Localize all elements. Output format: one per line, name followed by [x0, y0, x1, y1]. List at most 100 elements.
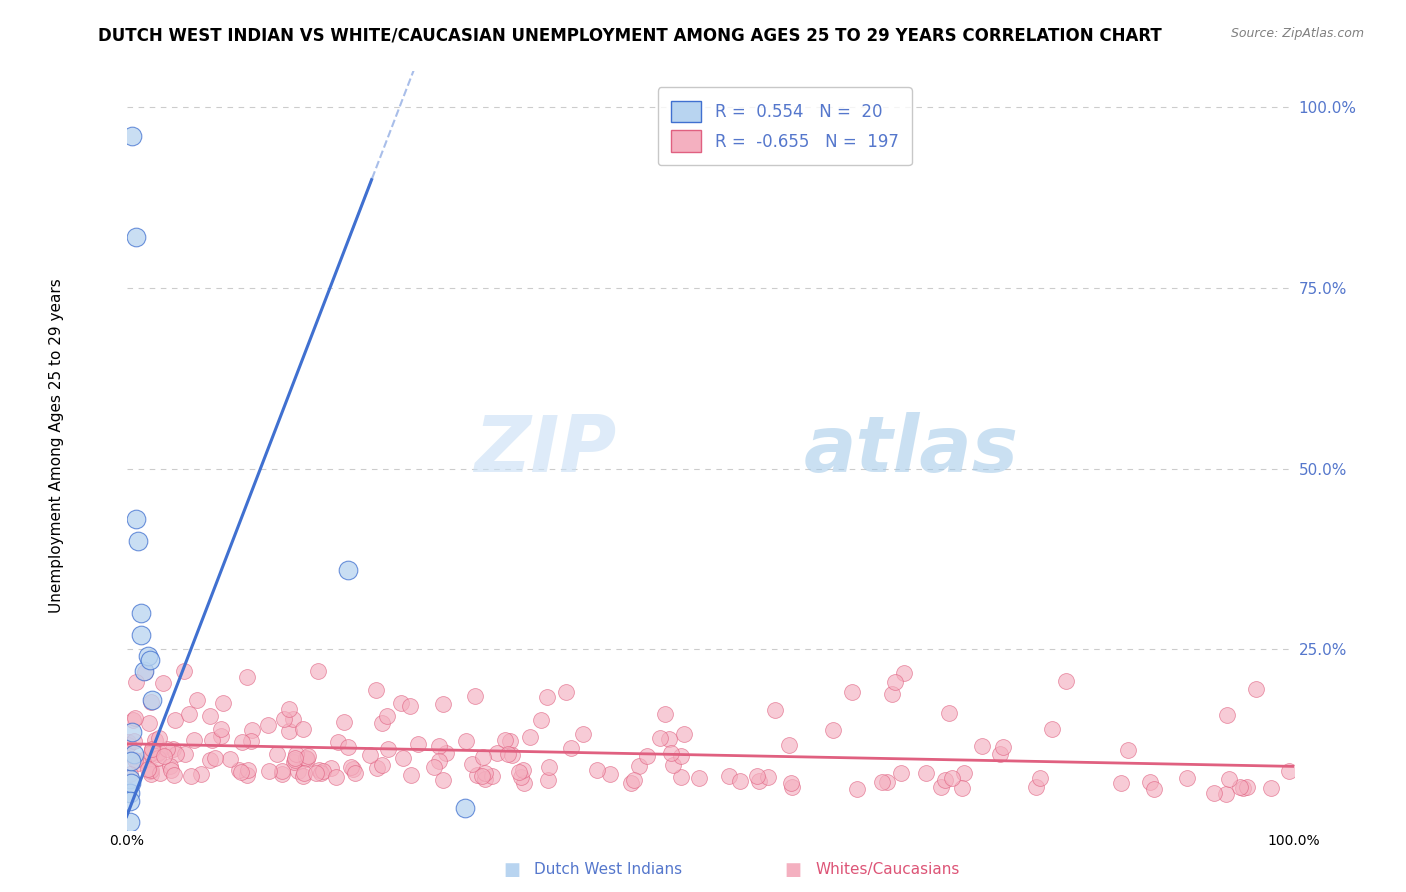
Text: ZIP: ZIP	[474, 412, 617, 489]
Point	[366, 761, 388, 775]
Point	[914, 765, 936, 780]
Point	[148, 731, 170, 745]
Point	[628, 759, 651, 773]
Point	[530, 713, 553, 727]
Point	[1216, 707, 1239, 722]
Point	[141, 692, 163, 706]
Point	[312, 764, 335, 778]
Point	[240, 733, 263, 747]
Legend: R =  0.554   N =  20, R =  -0.655   N =  197: R = 0.554 N = 20, R = -0.655 N = 197	[658, 87, 911, 165]
Point	[204, 750, 226, 764]
Point	[240, 723, 263, 738]
Point	[118, 787, 141, 801]
Point	[159, 759, 181, 773]
Point	[636, 748, 658, 763]
Point	[1139, 775, 1161, 789]
Point	[200, 732, 222, 747]
Point	[481, 769, 503, 783]
Point	[364, 683, 387, 698]
Point	[1236, 780, 1258, 794]
Point	[136, 649, 159, 664]
Point	[519, 731, 541, 745]
Point	[494, 733, 516, 747]
Point	[284, 747, 307, 761]
Point	[1116, 742, 1139, 756]
Point	[671, 771, 693, 785]
Point	[257, 764, 280, 778]
Point	[970, 739, 993, 753]
Point	[882, 687, 904, 701]
Point	[311, 766, 333, 780]
Point	[122, 733, 145, 747]
Point	[136, 762, 159, 776]
Point	[780, 780, 803, 794]
Point	[512, 764, 534, 778]
Point	[991, 740, 1014, 755]
Point	[125, 230, 148, 244]
Point	[332, 714, 354, 729]
Point	[344, 766, 367, 780]
Point	[1143, 781, 1166, 796]
Point	[375, 708, 398, 723]
Point	[139, 746, 162, 760]
Point	[149, 766, 172, 780]
Point	[117, 739, 139, 753]
Point	[139, 767, 162, 781]
Point	[648, 731, 671, 745]
Point	[281, 712, 304, 726]
Point	[118, 767, 141, 781]
Point	[183, 733, 205, 747]
Point	[326, 735, 349, 749]
Text: Unemployment Among Ages 25 to 29 years: Unemployment Among Ages 25 to 29 years	[49, 278, 63, 614]
Point	[890, 766, 912, 780]
Point	[295, 751, 318, 765]
Point	[270, 764, 292, 779]
Point	[127, 756, 149, 771]
Point	[117, 735, 139, 749]
Text: ■: ■	[785, 861, 801, 879]
Point	[471, 750, 494, 764]
Point	[148, 751, 170, 765]
Point	[671, 748, 693, 763]
Point	[284, 751, 307, 765]
Point	[228, 763, 250, 777]
Point	[337, 739, 360, 754]
Point	[508, 764, 530, 779]
Point	[585, 764, 607, 778]
Point	[125, 512, 148, 526]
Point	[152, 676, 174, 690]
Point	[406, 737, 429, 751]
Point	[200, 753, 222, 767]
Point	[938, 706, 960, 720]
Point	[152, 749, 174, 764]
Point	[893, 665, 915, 680]
Point	[756, 770, 779, 784]
Point	[139, 653, 162, 667]
Point	[277, 724, 299, 739]
Point	[1218, 772, 1240, 786]
Point	[124, 753, 146, 767]
Point	[209, 729, 232, 743]
Point	[173, 665, 195, 679]
Point	[778, 739, 800, 753]
Point	[654, 706, 676, 721]
Point	[211, 696, 233, 710]
Point	[127, 533, 149, 548]
Point	[623, 773, 645, 788]
Point	[870, 774, 893, 789]
Point	[118, 772, 141, 786]
Point	[163, 768, 186, 782]
Point	[1029, 771, 1052, 785]
Text: DUTCH WEST INDIAN VS WHITE/CAUCASIAN UNEMPLOYMENT AMONG AGES 25 TO 29 YEARS CORR: DUTCH WEST INDIAN VS WHITE/CAUCASIAN UNE…	[98, 27, 1163, 45]
Point	[297, 748, 319, 763]
Point	[1025, 780, 1047, 795]
Point	[120, 754, 142, 768]
Point	[499, 733, 522, 747]
Point	[278, 702, 301, 716]
Point	[143, 733, 166, 747]
Point	[464, 689, 486, 703]
Point	[1215, 787, 1237, 801]
Point	[121, 725, 143, 739]
Point	[148, 745, 170, 759]
Point	[745, 768, 768, 782]
